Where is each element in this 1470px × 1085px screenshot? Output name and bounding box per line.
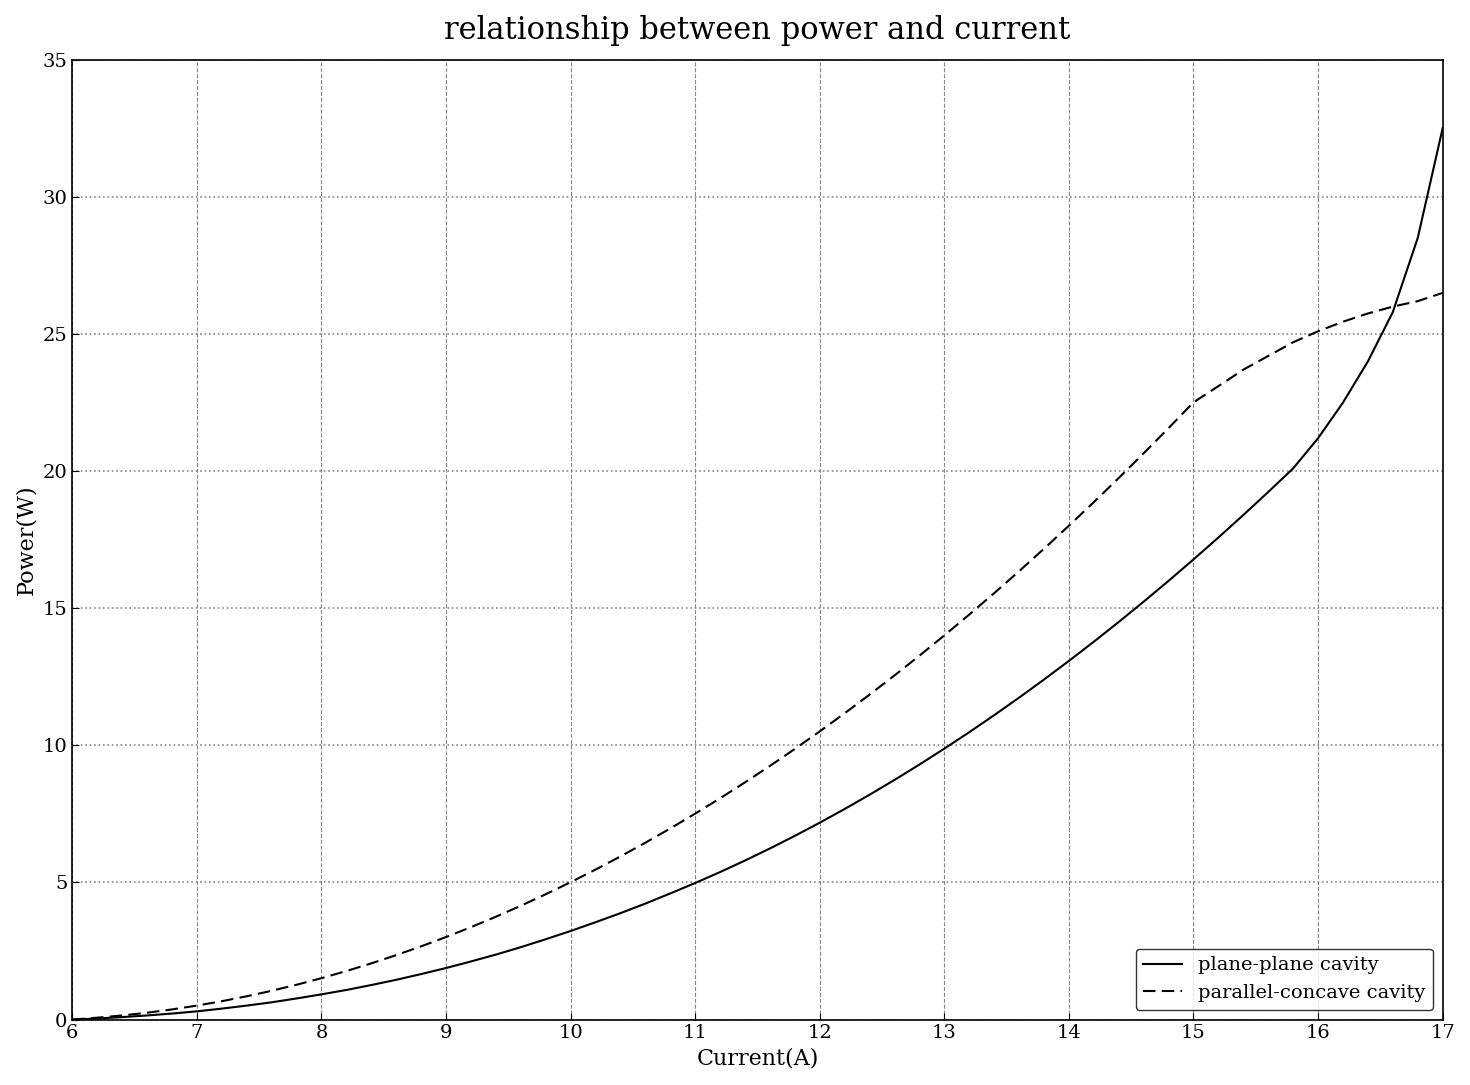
- Line: parallel-concave cavity: parallel-concave cavity: [72, 293, 1442, 1020]
- X-axis label: Current(A): Current(A): [697, 1048, 819, 1070]
- parallel-concave cavity: [910, 649, 928, 662]
- Legend: plane-plane cavity, parallel-concave cavity: plane-plane cavity, parallel-concave cav…: [1135, 948, 1433, 1010]
- parallel-concave cavity: [1110, 472, 1127, 485]
- plane-plane cavity: [63, 1013, 81, 1026]
- parallel-concave cavity: [63, 1013, 81, 1026]
- plane-plane cavity: [960, 726, 978, 739]
- plane-plane cavity: [836, 803, 854, 816]
- plane-plane cavity: [562, 924, 579, 937]
- parallel-concave cavity: [562, 876, 579, 889]
- plane-plane cavity: [910, 758, 928, 771]
- parallel-concave cavity: [88, 1011, 106, 1024]
- plane-plane cavity: [1110, 615, 1127, 628]
- Line: plane-plane cavity: plane-plane cavity: [72, 128, 1442, 1020]
- parallel-concave cavity: [1433, 286, 1451, 299]
- parallel-concave cavity: [836, 706, 854, 719]
- plane-plane cavity: [88, 1012, 106, 1025]
- Title: relationship between power and current: relationship between power and current: [444, 15, 1070, 46]
- Y-axis label: Power(W): Power(W): [15, 484, 37, 595]
- parallel-concave cavity: [960, 608, 978, 621]
- plane-plane cavity: [1433, 122, 1451, 135]
